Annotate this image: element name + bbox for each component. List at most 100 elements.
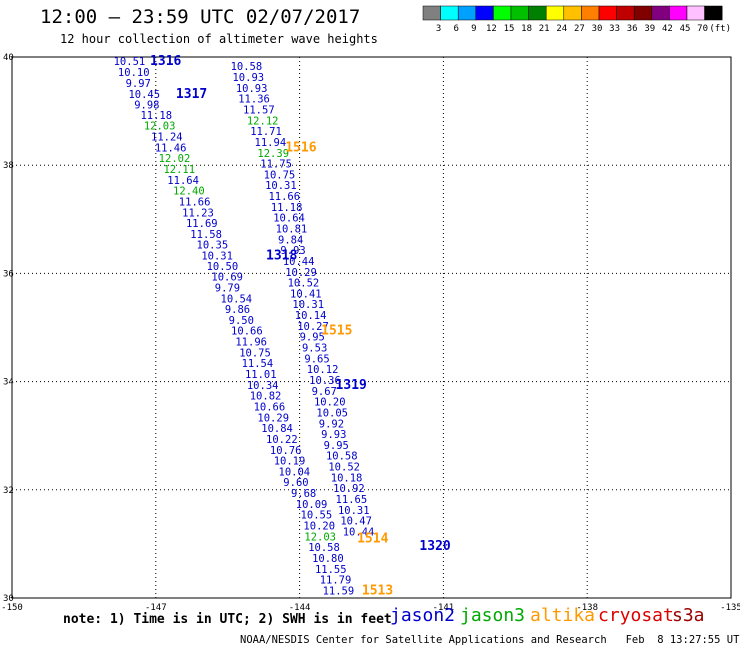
wave-height-label: 10.29 [285,267,317,279]
colorbar-label: 42 [662,24,673,34]
wave-height-label: 11.79 [320,575,352,587]
wave-height-label: 11.18 [271,202,303,214]
wave-height-label: 10.47 [340,516,372,528]
wave-height-label: 10.52 [328,462,360,474]
wave-height-label: 11.69 [186,218,218,230]
wave-height-label: 12.03 [144,121,176,133]
colorbar-label: 27 [574,24,585,34]
wave-height-label: 10.66 [231,326,263,338]
lat-tick-label: 40 [3,53,14,63]
pass-number-label: 1514 [357,531,388,546]
wave-height-label: 9.98 [134,100,159,112]
wave-height-label: 10.36 [309,375,341,387]
wave-height-label: 11.23 [182,207,214,219]
pass-number-label: 1319 [336,378,367,393]
lat-tick-label: 38 [3,161,14,171]
wave-height-label: 10.35 [197,240,229,252]
wave-height-label: 10.55 [301,510,333,522]
wave-height-label: 10.51 [114,56,146,68]
wave-height-label: 12.12 [247,115,279,127]
wave-height-label: 10.09 [296,499,328,511]
wave-height-label: 11.71 [250,126,282,138]
wave-height-label: 10.64 [273,213,305,225]
wave-height-label: 10.93 [232,72,264,84]
wave-height-label: 11.54 [242,358,274,370]
wave-height-label: 10.18 [331,472,363,484]
wave-height-label: 9.50 [229,315,254,327]
lat-tick-label: 32 [3,486,14,496]
legend-cryosat: cryosat [598,605,674,626]
lon-tick-label: -147 [145,603,167,613]
note-text: note: 1) Time is in UTC; 2) SWH is in fe… [63,612,392,627]
wave-height-label: 12.02 [159,153,191,165]
lon-tick-label: -135 [720,603,740,613]
wave-height-label: 10.66 [254,401,286,413]
colorbar-label: 6 [453,24,458,34]
wave-height-label: 10.20 [314,397,346,409]
colorbar-label: 45 [680,24,691,34]
wave-height-label: 10.41 [290,288,322,300]
wave-height-label: 9.93 [280,245,305,257]
wave-height-label: 10.44 [283,256,315,268]
wave-height-label: 12.03 [304,531,336,543]
lon-tick-label: -141 [433,603,455,613]
map-frame [11,56,732,599]
page-subtitle: 12 hour collection of altimeter wave hei… [60,32,378,46]
wave-height-label: 10.75 [264,169,296,181]
wave-height-label: 11.66 [268,191,300,203]
wave-height-label: 11.36 [238,94,270,106]
wave-height-label: 9.84 [278,234,303,246]
lat-tick-label: 30 [3,594,14,604]
lat-tick-label: 34 [3,378,14,388]
legend-jason2: jason2 [390,605,456,626]
pass-number-label: 1515 [321,324,352,339]
colorbar-label: 39 [644,24,655,34]
wave-height-label: 10.29 [257,412,289,424]
wave-height-label: 11.59 [323,585,355,597]
lat-tick-label: 36 [3,269,14,279]
lon-tick-label: -144 [289,603,311,613]
wave-height-label: 9.92 [319,418,344,430]
colorbar-label: 15 [504,24,515,34]
wave-height-label: 10.84 [261,423,293,435]
wave-height-label: 11.46 [155,142,187,154]
wave-height-label: 10.82 [250,391,282,403]
wave-height-label: 10.31 [292,299,324,311]
pass-number-label: 1317 [176,87,207,102]
wave-height-label: 9.79 [215,282,240,294]
wave-height-label: 11.94 [255,137,287,149]
wave-height-label: 9.53 [302,343,327,355]
legend-jason3: jason3 [460,605,526,626]
wave-height-label: 10.58 [308,542,340,554]
legend-altika: altika [530,605,596,626]
wave-height-label: 10.22 [266,434,298,446]
wave-height-label: 10.45 [128,89,160,101]
wave-height-label: 12.39 [257,148,289,160]
pass-number-label: 1320 [419,539,450,554]
wave-height-label: 10.52 [288,278,320,290]
wave-height-label: 11.55 [315,564,347,576]
swh-color-scale: 3 6 9 12 15 18 21 24 27 30 33 36 39 42 45 70 (ft) [422,5,731,34]
colorbar-label: 9 [471,24,476,34]
pass-number-label: 1316 [150,54,181,69]
wave-height-label: 11.66 [179,196,211,208]
wave-height-label: 9.97 [126,78,151,90]
colorbar-label: 18 [521,24,532,34]
wave-height-label: 9.93 [321,429,346,441]
colorbar-label: 21 [539,24,550,34]
wave-height-label: 10.27 [297,321,329,333]
wave-height-label: 11.18 [140,110,172,122]
pass-number-label: 1318 [266,249,297,264]
wave-height-label: 9.60 [283,477,308,489]
legend-s3a: s3a [672,605,705,626]
wave-height-label: 9.86 [225,304,250,316]
wave-height-label: 10.93 [236,83,268,95]
wave-height-label: 10.20 [303,521,335,533]
wave-height-label: 10.31 [201,251,233,263]
wave-height-label: 10.58 [231,61,263,73]
wave-height-label: 10.81 [276,223,308,235]
wave-height-label: 10.12 [307,364,339,376]
wave-height-label: 11.57 [243,104,275,116]
colorbar-label: 70 [697,24,708,34]
